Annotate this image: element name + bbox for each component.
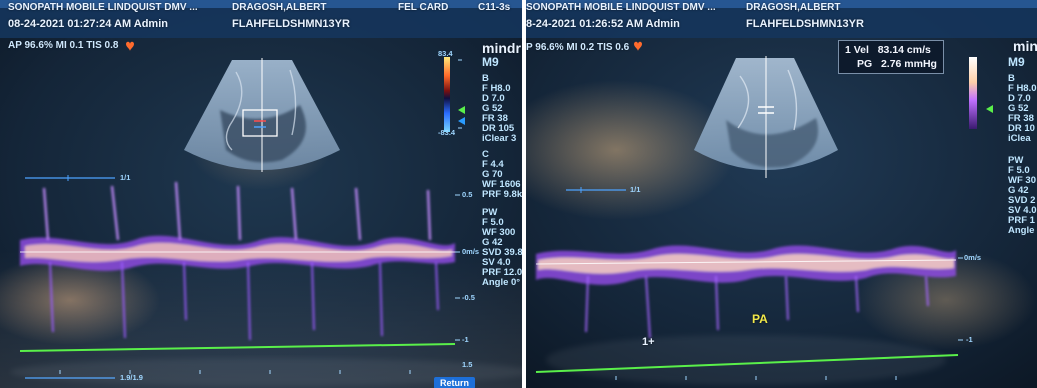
param: PRF 1	[1008, 215, 1035, 226]
param: SV 4.0	[482, 257, 511, 268]
left-corner-top: C11-3s	[478, 2, 511, 13]
right-ultrasound-scene	[526, 0, 1037, 388]
left-color-bottom-value: -83.4	[438, 128, 456, 137]
param: G 42	[1008, 185, 1029, 196]
param: Angle	[1008, 225, 1035, 236]
heart-icon	[126, 41, 134, 51]
param: SVD 39.8	[482, 247, 522, 258]
left-sweep-label-bottom: 1.9/1.9	[120, 373, 143, 382]
param: Angle 0°	[482, 277, 521, 288]
left-scale-label: -0.5	[462, 293, 475, 302]
param: PW	[1008, 155, 1024, 166]
left-pw-params: PW F 5.0 WF 300 G 42 SVD 39.8 SV 4.0 PRF…	[482, 208, 522, 288]
right-b-params: B F H8.0 D 7.0 G 52 FR 38 DR 10 iClea	[1008, 74, 1037, 144]
right-datetime: 8-24-2021 01:26:52 AM Admin	[526, 18, 680, 30]
left-sweep-label: 1/1	[120, 173, 131, 182]
pa-annotation: PA	[752, 312, 768, 326]
param: D 7.0	[482, 93, 505, 104]
left-scale-label: 1.5	[462, 360, 473, 369]
left-datetime: 08-24-2021 01:27:24 AM Admin	[8, 18, 168, 30]
left-header-top: SONOPATH MOBILE LINDQUIST DMV ...	[8, 2, 198, 13]
param: WF 300	[482, 227, 516, 238]
return-button[interactable]: Return	[434, 377, 475, 388]
param: PW	[482, 207, 498, 218]
left-b-params: B F H8.0 D 7.0 G 52 FR 38 DR 105 iClear …	[482, 74, 516, 144]
param: FR 38	[1008, 113, 1034, 124]
pg-row: PG 2.76 mmHg	[845, 57, 937, 71]
right-pw-params: PW F 5.0 WF 30 G 42 SVD 2 SV 4.0 PRF 1 A…	[1008, 156, 1037, 236]
right-scale-label: -1	[966, 335, 973, 344]
cursor-marker-label: 1+	[642, 336, 655, 348]
param: F H8.0	[1008, 83, 1037, 94]
left-status-line: AP 96.6% MI 0.1 TIS 0.8	[8, 40, 119, 51]
param: PRF 9.8k	[482, 189, 522, 200]
param: DR 10	[1008, 123, 1035, 134]
right-status-line: P 96.6% MI 0.2 TIS 0.6	[526, 42, 630, 53]
velocity-row: 1 Vel 83.14 cm/s	[845, 43, 937, 57]
param: SVD 2	[1008, 195, 1036, 206]
param: iClear 3	[482, 133, 517, 144]
param: F 4.4	[482, 159, 504, 170]
param: D 7.0	[1008, 93, 1031, 104]
param: DR 105	[482, 123, 515, 134]
right-patient-top: DRAGOSH,ALBERT	[746, 2, 841, 13]
param: G 70	[482, 169, 503, 180]
right-header-top: SONOPATH MOBILE LINDQUIST DMV ...	[526, 2, 716, 13]
left-patient-id: FLAHFELDSHMN13YR	[232, 18, 350, 30]
param: C	[482, 149, 489, 160]
param: F 5.0	[1008, 165, 1030, 176]
right-patient-id: FLAHFELDSHMN13YR	[746, 18, 864, 30]
left-c-params: C F 4.4 G 70 WF 1606 PRF 9.8k	[482, 150, 522, 200]
param: WF 1606	[482, 179, 521, 190]
velocity-value: 83.14 cm/s	[877, 44, 931, 56]
param: F H8.0	[482, 83, 511, 94]
param: B	[482, 73, 489, 84]
left-scale-label: 0m/s	[462, 247, 480, 256]
left-brand: mindr	[482, 40, 521, 56]
left-ultrasound-photo: SONOPATH MOBILE LINDQUIST DMV ... DRAGOS…	[0, 0, 522, 388]
right-ultrasound-photo: SONOPATH MOBILE LINDQUIST DMV ... DRAGOS…	[526, 0, 1037, 388]
param: G 42	[482, 237, 503, 248]
left-color-top-value: 83.4	[438, 49, 453, 58]
left-scale-label: -1	[462, 335, 469, 344]
right-mode: M9	[1008, 55, 1025, 69]
pg-value: 2.76 mmHg	[880, 58, 937, 70]
left-patient-top: DRAGOSH,ALBERT	[232, 2, 327, 13]
heart-icon	[634, 41, 642, 51]
right-sweep-label: 1/1	[630, 185, 641, 194]
param: B	[1008, 73, 1015, 84]
velocity-label: 1 Vel	[845, 44, 869, 56]
param: WF 30	[1008, 175, 1036, 186]
param: G 52	[1008, 103, 1029, 114]
param: PRF 12.0	[482, 267, 522, 278]
param: iClea	[1008, 133, 1031, 144]
right-brand: min	[1013, 38, 1037, 54]
left-scale-label: 0.5	[462, 190, 473, 199]
pg-label: PG	[857, 58, 873, 70]
right-scale-label: 0m/s	[964, 253, 982, 262]
left-ultrasound-scene	[0, 0, 522, 388]
left-mode: M9	[482, 55, 499, 69]
velocity-measurement-box: 1 Vel 83.14 cm/s PG 2.76 mmHg	[838, 40, 944, 74]
param: SV 4.0	[1008, 205, 1037, 216]
param: G 52	[482, 103, 503, 114]
left-card-top: FEL CARD	[398, 2, 449, 13]
param: FR 38	[482, 113, 508, 124]
param: F 5.0	[482, 217, 504, 228]
